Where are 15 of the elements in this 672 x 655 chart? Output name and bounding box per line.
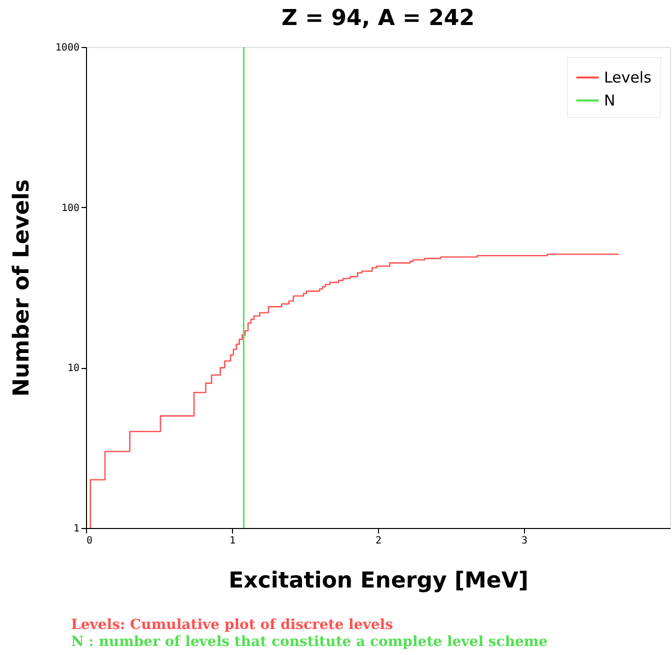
x-tick-label: 3 [521,536,528,546]
y-tick-label: 100 [61,202,80,214]
legend-label: Levels [604,68,652,86]
y-tick-label: 1 [73,524,80,534]
y-tick-label: 1000 [55,42,80,54]
x-tick-label: 0 [86,536,93,546]
y-tick-label: 10 [67,363,80,374]
text: N : number of levels that constitute a complete level scheme [71,634,548,650]
text: Levels: Cumulative plot of discrete levels [71,617,394,633]
chart-title: Z = 94, A = 242 [281,6,475,31]
x-axis-title: Excitation Energy [MeV] [228,568,528,594]
legend-label: N [604,92,616,110]
y-axis-title: Number of Levels [9,179,34,397]
x-tick-label: 2 [375,536,382,546]
x-tick-label: 1 [229,536,236,546]
